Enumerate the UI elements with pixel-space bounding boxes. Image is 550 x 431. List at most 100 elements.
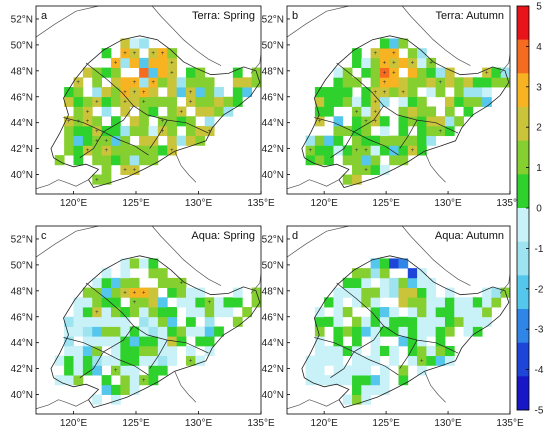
province-boundary [353,105,384,133]
grid-cell [407,87,418,98]
grid-cell [157,336,168,347]
colorbar-segment [517,208,529,242]
province-boundary [79,351,104,378]
grid-cell [352,394,362,405]
grid-cell [352,106,362,117]
grid-cell [167,316,178,327]
grid-cell [101,355,112,366]
grid-cell [407,67,418,78]
grid-cell [370,48,381,59]
grid-cell [111,326,121,337]
province-boundary [85,62,209,134]
grid-cell [139,297,149,308]
colorbar-segment [517,39,529,74]
grid-cell [129,326,140,337]
coastline [151,6,222,66]
grid-cell [407,336,418,347]
significance-mark: + [401,90,405,96]
lat-label: 46°N [262,312,284,323]
grid-cell [157,96,168,107]
grid-cell [482,297,492,308]
significance-mark: + [95,100,99,106]
grid-cell [389,355,399,366]
map-frame [35,225,262,415]
grid-cell [426,316,437,327]
grid-cell [111,87,121,98]
grid-cell [370,326,381,337]
grid-cell [379,268,390,279]
grid-cell [139,77,149,88]
grid-cell [435,297,446,308]
grid-cell [139,307,149,318]
grid-cell [435,116,446,127]
grid-cell [186,116,196,127]
colorbar-segment [517,140,529,175]
grid-cell [101,307,112,318]
grid-cell [195,96,206,107]
grid-cell [120,258,131,269]
grid-cell [139,125,149,137]
grid-cell [482,67,492,78]
grid-cell [352,287,362,298]
grid-cell [129,87,140,98]
grid-cell [92,297,103,308]
grid-cell [148,355,159,366]
grid-cell [435,87,446,98]
grid-cell [101,268,112,279]
grid-cell [101,174,112,185]
grid-cell [204,345,215,357]
grid-cell [120,96,131,107]
map-panel-b: + + + + + + + + + + + + + + + + + + + + + + + + + +52°N 50°N 48°N 46… [262,5,524,209]
province-boundary [314,337,399,376]
grid-cell [324,375,334,386]
grid-cell [176,287,187,298]
grid-cell [407,145,418,156]
grid-cell [324,135,334,146]
grid-cell [333,125,344,137]
significance-mark: + [123,290,127,296]
grid-cell [120,307,131,318]
grid-cell [129,96,140,107]
grid-cell [454,96,464,107]
grid-cell [361,375,372,386]
grid-cell [64,355,74,366]
colorbar-segment [517,174,529,209]
lon-label: 135°E [247,198,275,209]
lat-label: 42°N [262,144,284,155]
province-boundary [353,325,384,353]
grid-cell [352,164,362,175]
coastline [424,151,446,183]
grid-cell [111,155,121,166]
grid-cell [92,287,103,298]
grid-cell [361,365,372,376]
grid-cell [111,57,121,68]
coastline [36,399,89,410]
map-panel-a: + + + + + + + + + + + + + + + + + + + + + + + + + + + + + + + + + + +52°N 5… [11,5,275,209]
grid-cell [361,297,372,308]
grid-cell [482,307,492,318]
grid-cell [417,268,427,279]
province-boundary [103,105,134,133]
grid-cell [398,145,409,156]
grid-cell [435,77,446,88]
lat-label: 44°N [11,338,33,349]
grid-cell [176,106,187,117]
grid-cell [186,67,196,78]
grid-cell [120,164,131,175]
grid-cell [314,375,325,386]
grid-cell [101,125,112,137]
grid-cell [120,38,131,49]
grid-cell [491,297,502,308]
significance-mark: + [374,90,378,96]
grid-cell [242,87,253,98]
significance-mark: + [95,129,99,135]
grid-cell [148,365,159,376]
grid-cell [361,116,372,127]
grid-cell [157,326,168,337]
grid-cell [407,287,418,298]
grid-cell [223,307,234,318]
grid-cell [352,297,362,308]
grid-cell [324,96,334,107]
grid-cell [324,316,334,327]
significance-mark: + [355,148,359,154]
